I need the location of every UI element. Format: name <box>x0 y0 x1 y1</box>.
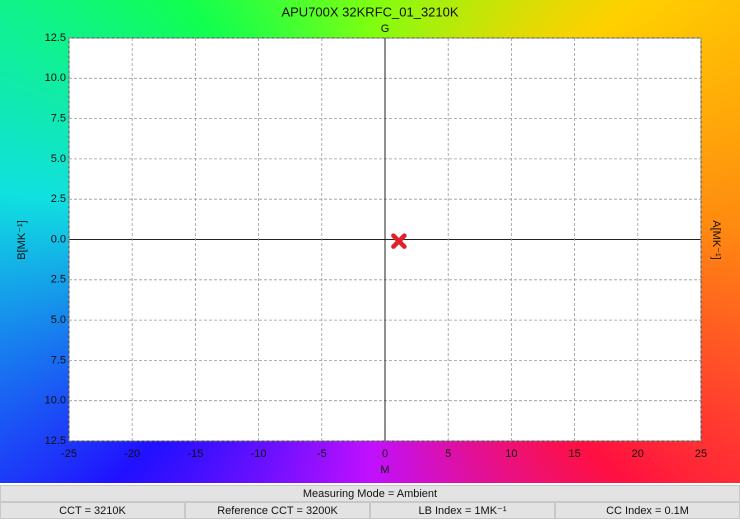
info-row: CCT = 3210K Reference CCT = 3200K LB Index… <box>0 502 740 519</box>
x-tick-label: 0 <box>382 448 388 460</box>
info-panel: Measuring Mode = Ambient CCT = 3210K Refe… <box>0 485 740 519</box>
chart-title: APU700X 32KRFC_01_3210K <box>281 4 458 19</box>
y-tick-label: 7.5 <box>51 113 66 125</box>
top-label: G <box>381 23 390 35</box>
data-point <box>391 233 407 249</box>
x-tick-label: -15 <box>187 448 203 460</box>
y-tick-label: 2.5 <box>51 274 66 286</box>
x-tick-label: -5 <box>317 448 327 460</box>
y-axis-label: B[MK⁻¹] <box>16 220 28 259</box>
y-tick-label: 7.5 <box>51 354 66 366</box>
y-tick-label: 12.5 <box>45 435 66 447</box>
x-tick-label: -10 <box>251 448 267 460</box>
y-tick-label: 5.0 <box>51 153 66 165</box>
x-tick-label: -20 <box>124 448 140 460</box>
y-tick-label: 10.0 <box>45 72 66 84</box>
x-tick-label: 15 <box>568 448 580 460</box>
mode-cell: Measuring Mode = Ambient <box>0 485 740 502</box>
y-tick-label: 10.0 <box>45 395 66 407</box>
y-tick-label: 12.5 <box>45 32 66 44</box>
info-cell: CC Index = 0.1M <box>555 502 740 519</box>
y-tick-label: 0.0 <box>51 233 66 245</box>
info-cell: Reference CCT = 3200K <box>185 502 370 519</box>
y2-axis-label: A[MK⁻¹] <box>710 220 722 259</box>
x-axis-label: M <box>380 464 389 476</box>
x-tick-label: -25 <box>61 448 77 460</box>
x-tick-label: 20 <box>632 448 644 460</box>
x-tick-label: 10 <box>505 448 517 460</box>
y-tick-label: 2.5 <box>51 193 66 205</box>
x-tick-label: 5 <box>445 448 451 460</box>
x-tick-label: 25 <box>695 448 707 460</box>
chart: APU700X 32KRFC_01_3210K G M B[MK⁻¹] A[MK… <box>16 4 722 476</box>
info-cell: CCT = 3210K <box>0 502 185 519</box>
info-cell: LB Index = 1MK⁻¹ <box>370 502 555 519</box>
y-tick-label: 5.0 <box>51 314 66 326</box>
